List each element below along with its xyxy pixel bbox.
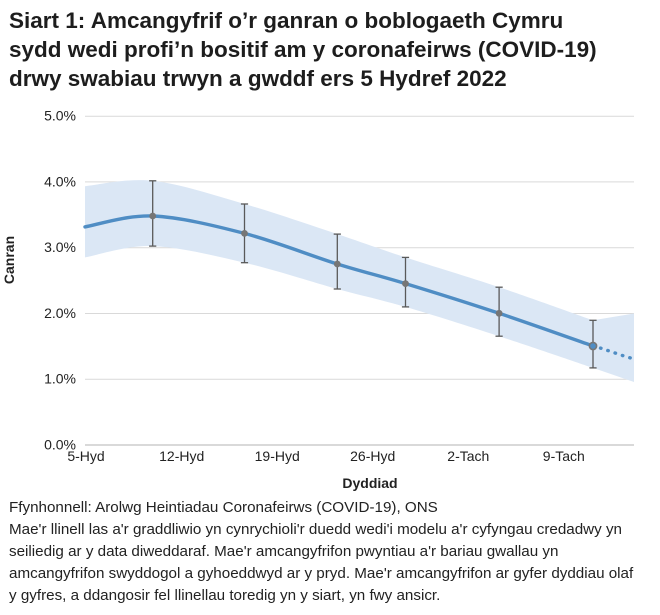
svg-text:5-Hyd: 5-Hyd [67,448,104,464]
svg-text:3.0%: 3.0% [44,239,76,255]
svg-text:4.0%: 4.0% [44,173,76,189]
svg-text:26-Hyd: 26-Hyd [350,448,395,464]
svg-text:Canran: Canran [1,236,17,284]
svg-text:19-Hyd: 19-Hyd [255,448,300,464]
svg-text:5.0%: 5.0% [44,108,76,124]
svg-text:9-Tach: 9-Tach [543,448,585,464]
svg-text:2-Tach: 2-Tach [447,448,489,464]
svg-text:12-Hyd: 12-Hyd [159,448,204,464]
svg-text:Dyddiad: Dyddiad [342,475,397,491]
svg-text:1.0%: 1.0% [44,371,76,387]
svg-text:2.0%: 2.0% [44,305,76,321]
